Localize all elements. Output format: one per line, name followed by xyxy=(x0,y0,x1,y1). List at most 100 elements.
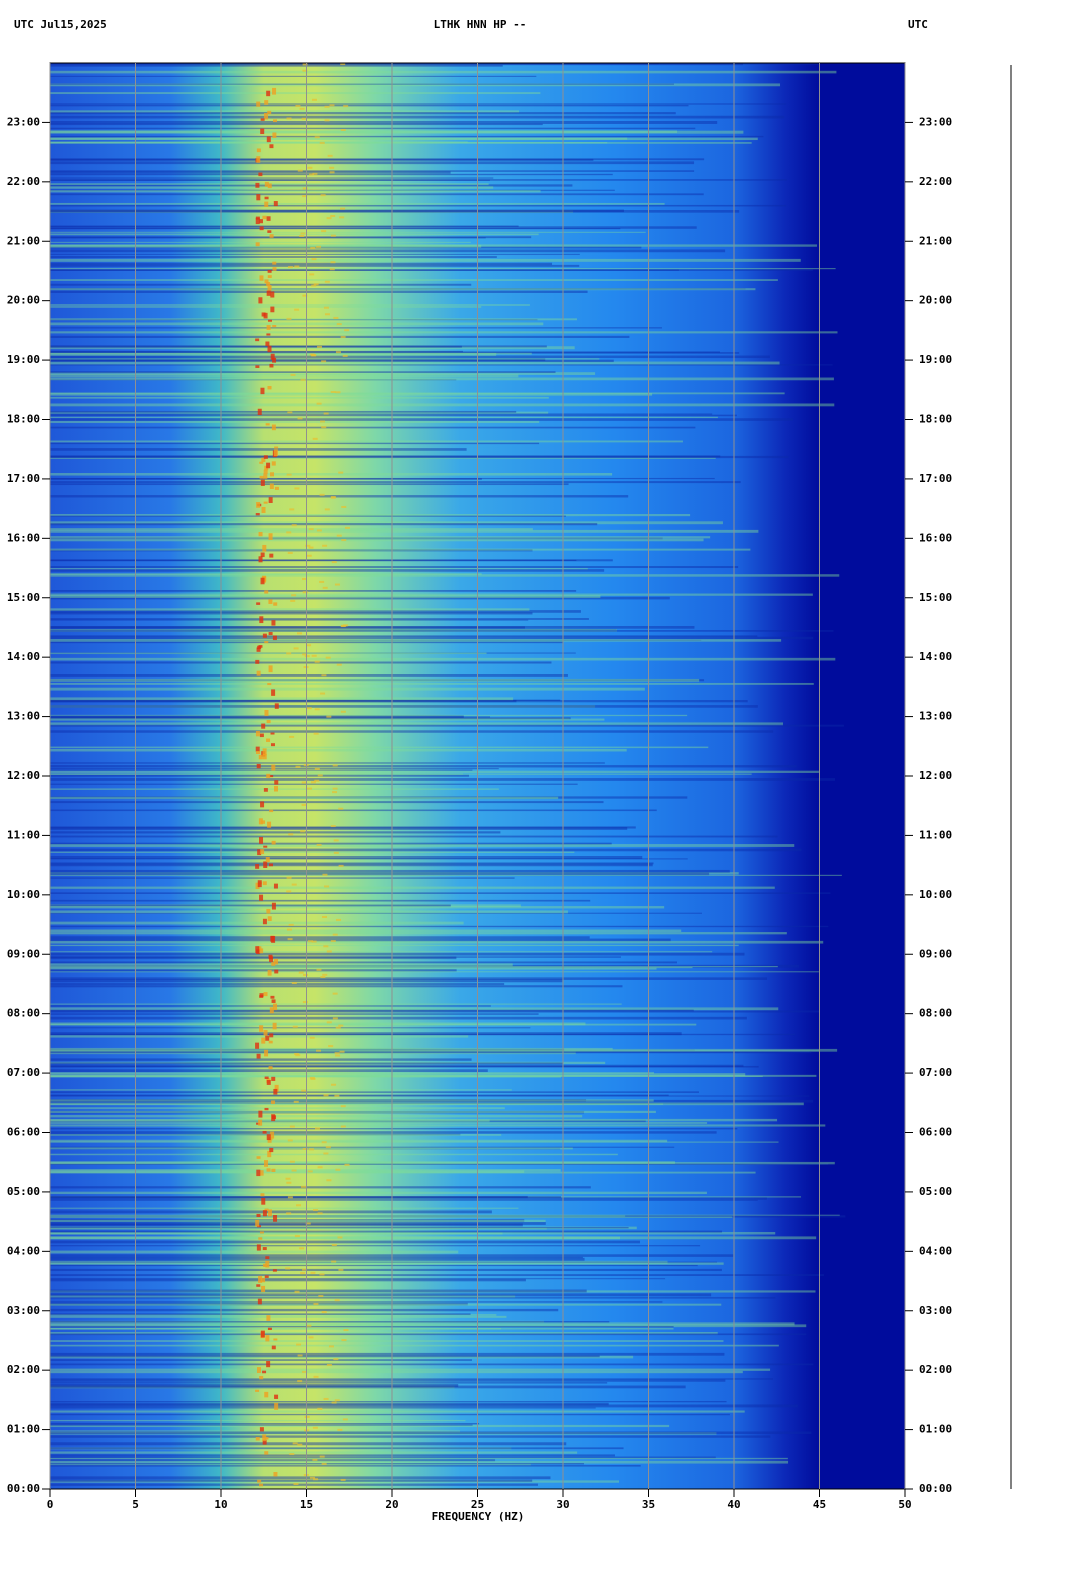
streak xyxy=(50,1227,547,1230)
hot-spot xyxy=(330,234,336,237)
streak xyxy=(50,521,723,525)
streak xyxy=(50,1061,606,1064)
hot-spot xyxy=(341,539,347,542)
hot-spot xyxy=(289,1453,295,1456)
hot-spot xyxy=(302,69,308,72)
hot-spot xyxy=(341,1339,347,1342)
streak xyxy=(50,1033,796,1036)
left-header: UTC Jul15,2025 xyxy=(14,18,107,31)
streak xyxy=(50,717,571,720)
hot-spot xyxy=(270,1131,275,1139)
hot-spot xyxy=(288,833,294,836)
streak xyxy=(50,963,513,967)
hot-spot xyxy=(321,230,327,233)
hot-spot xyxy=(343,105,349,108)
streak xyxy=(50,258,801,262)
y-tick-label: 12:00 xyxy=(919,769,952,782)
streak xyxy=(50,1072,654,1074)
hot-spot xyxy=(274,446,279,449)
spectrogram-texture xyxy=(50,63,846,1487)
streak xyxy=(50,1424,473,1426)
streak xyxy=(50,1320,545,1323)
hot-spot xyxy=(270,995,275,999)
hot-spot xyxy=(297,417,303,420)
streak xyxy=(50,912,702,914)
streak xyxy=(50,1003,622,1005)
hot-spot xyxy=(295,1054,301,1057)
hot-spot xyxy=(295,765,301,768)
hot-spot xyxy=(319,493,325,496)
hot-spot xyxy=(321,1462,327,1465)
streak xyxy=(50,158,594,161)
streak xyxy=(50,1479,533,1482)
hot-spot xyxy=(263,861,268,869)
hot-spot xyxy=(297,1354,303,1357)
streak xyxy=(50,269,813,271)
hot-spot xyxy=(335,391,341,394)
hot-spot xyxy=(266,216,271,221)
streak xyxy=(50,202,665,205)
streak xyxy=(50,842,612,845)
streak xyxy=(50,130,678,133)
hot-spot xyxy=(273,1003,278,1011)
streak xyxy=(50,1214,840,1216)
hot-spot xyxy=(340,710,346,713)
hot-spot xyxy=(270,291,275,298)
hot-spot xyxy=(266,1361,271,1368)
streak xyxy=(50,1424,670,1428)
hot-spot xyxy=(338,807,344,810)
streak xyxy=(50,809,657,812)
streak xyxy=(50,158,705,161)
streak xyxy=(50,892,831,894)
streak xyxy=(50,1069,488,1073)
streak xyxy=(50,626,695,629)
hot-spot xyxy=(256,1367,261,1373)
hot-spot xyxy=(272,132,277,138)
hot-spot xyxy=(262,1247,267,1251)
streak xyxy=(50,1065,759,1068)
hot-spot xyxy=(268,665,273,673)
hot-spot xyxy=(259,475,264,479)
hot-spot xyxy=(289,508,295,511)
hot-spot xyxy=(301,781,307,784)
hot-spot xyxy=(261,1197,266,1205)
hot-spot xyxy=(271,1168,276,1172)
hot-spot xyxy=(297,632,303,635)
hot-spot xyxy=(306,644,312,647)
hot-spot xyxy=(271,764,276,771)
streak xyxy=(50,910,568,914)
streak xyxy=(50,1236,817,1240)
streak xyxy=(50,765,797,768)
x-tick-label: 25 xyxy=(471,1498,484,1511)
streak xyxy=(50,190,541,193)
hot-spot xyxy=(329,166,335,169)
hot-spot xyxy=(316,529,322,532)
streak xyxy=(50,1278,526,1282)
streak xyxy=(50,1153,618,1156)
streak xyxy=(50,773,752,775)
streak xyxy=(50,559,577,561)
hot-spot xyxy=(333,839,339,842)
streak xyxy=(50,1230,723,1233)
hot-spot xyxy=(257,1298,262,1305)
hot-spot xyxy=(265,1256,270,1260)
hot-spot xyxy=(271,902,276,910)
hot-spot xyxy=(263,312,268,319)
hot-spot xyxy=(256,1156,261,1159)
streak xyxy=(50,448,467,451)
streak xyxy=(50,104,689,107)
streak xyxy=(50,1378,773,1380)
streak xyxy=(50,762,605,764)
streak xyxy=(50,1363,814,1366)
streak xyxy=(50,1465,641,1467)
streak xyxy=(50,410,517,413)
hot-spot xyxy=(324,105,330,108)
streak xyxy=(50,940,824,944)
streak xyxy=(50,267,836,270)
hot-spot xyxy=(271,424,276,431)
hot-spot xyxy=(267,1209,272,1217)
hot-spot xyxy=(257,880,262,888)
streak xyxy=(50,1410,745,1413)
hot-spot xyxy=(320,976,326,979)
streak xyxy=(50,1098,587,1102)
